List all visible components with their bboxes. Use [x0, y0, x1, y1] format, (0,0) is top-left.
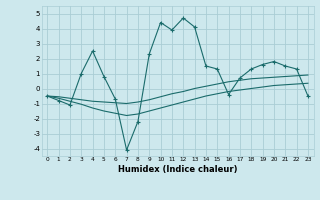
X-axis label: Humidex (Indice chaleur): Humidex (Indice chaleur)	[118, 165, 237, 174]
